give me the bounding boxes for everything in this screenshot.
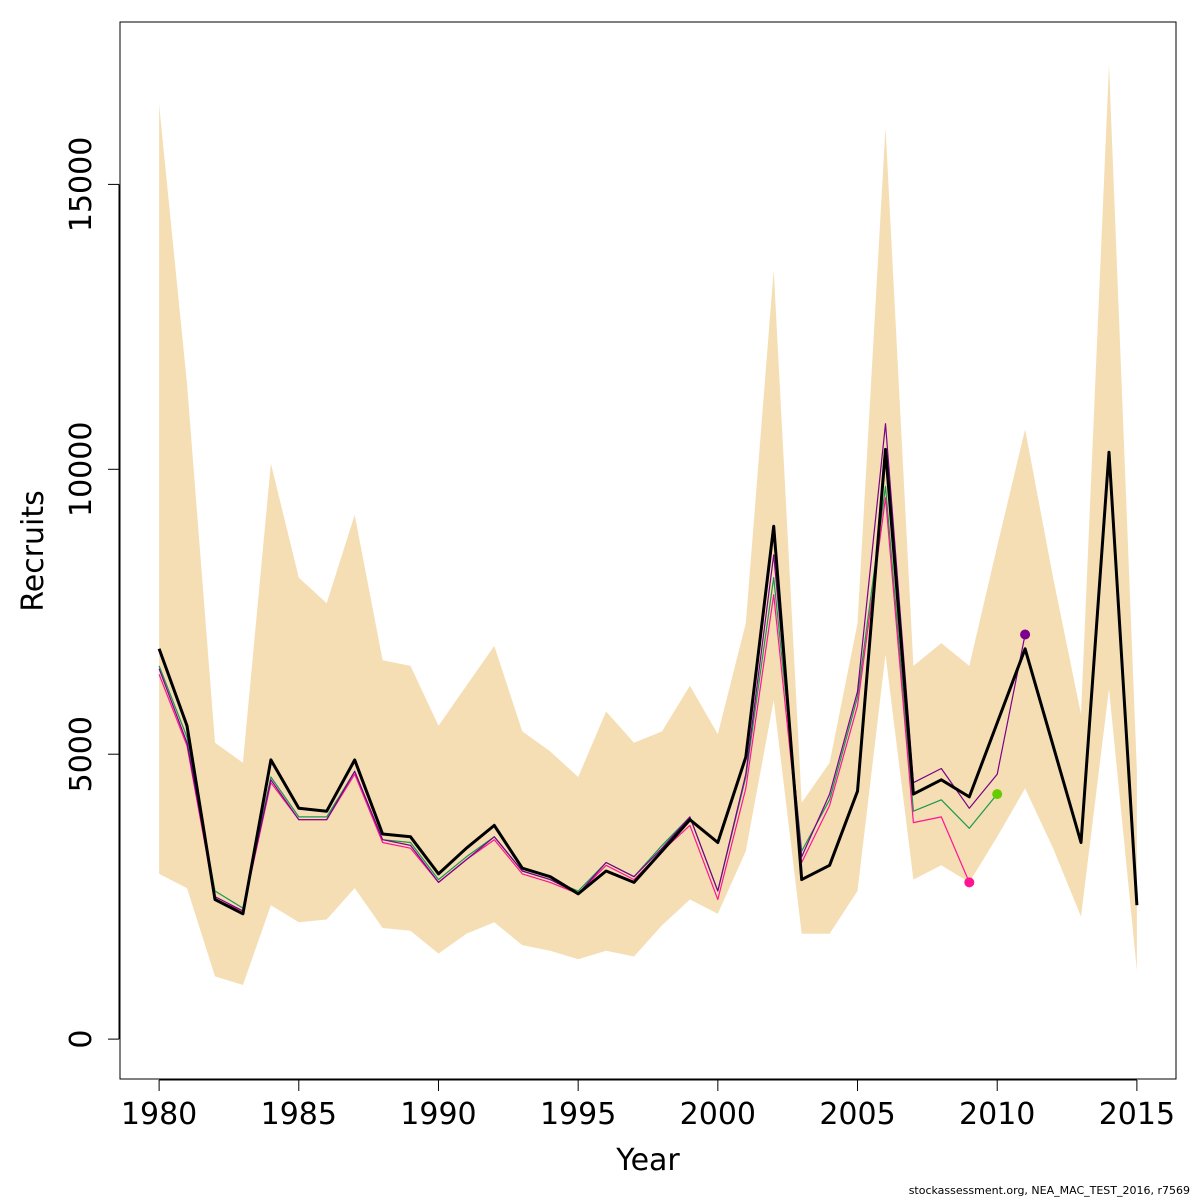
axes: 1980 1985 1990 1995 2000 2005 2010 2015 0 5000 100… [64, 137, 1175, 1132]
y-tick-label-5000: 5000 [64, 716, 99, 792]
confidence-band-area [159, 64, 1137, 985]
y-tick-label-15000: 15000 [64, 137, 99, 232]
end-point-2011 [1020, 629, 1031, 640]
y-tick-label-10000: 10000 [64, 422, 99, 517]
x-tick-label-1980: 1980 [121, 1097, 197, 1132]
y-tick-label-0: 0 [64, 1030, 99, 1049]
end-point-2010 [992, 789, 1003, 800]
footnote: stockassessment.org, NEA_MAC_TEST_2016, … [908, 1184, 1190, 1197]
x-tick-label-1995: 1995 [540, 1097, 616, 1132]
confidence-band [159, 64, 1137, 985]
plot-frame [119, 21, 1177, 1080]
y-axis-title: Recruits [16, 490, 51, 612]
x-axis-title: Year [615, 1143, 680, 1178]
series-lines [157, 423, 1139, 916]
end-point-2009 [964, 877, 975, 888]
x-tick-label-2010: 2010 [959, 1097, 1035, 1132]
x-tick-label-1985: 1985 [261, 1097, 337, 1132]
x-tick-label-2005: 2005 [819, 1097, 895, 1132]
x-tick-label-1990: 1990 [400, 1097, 476, 1132]
end-points [964, 629, 1031, 888]
x-tick-label-2015: 2015 [1099, 1097, 1175, 1132]
series-line-retro-1 [158, 485, 998, 909]
series-line-main [157, 447, 1139, 916]
x-tick-label-2000: 2000 [680, 1097, 756, 1132]
series-line-retro-3 [158, 423, 1026, 912]
